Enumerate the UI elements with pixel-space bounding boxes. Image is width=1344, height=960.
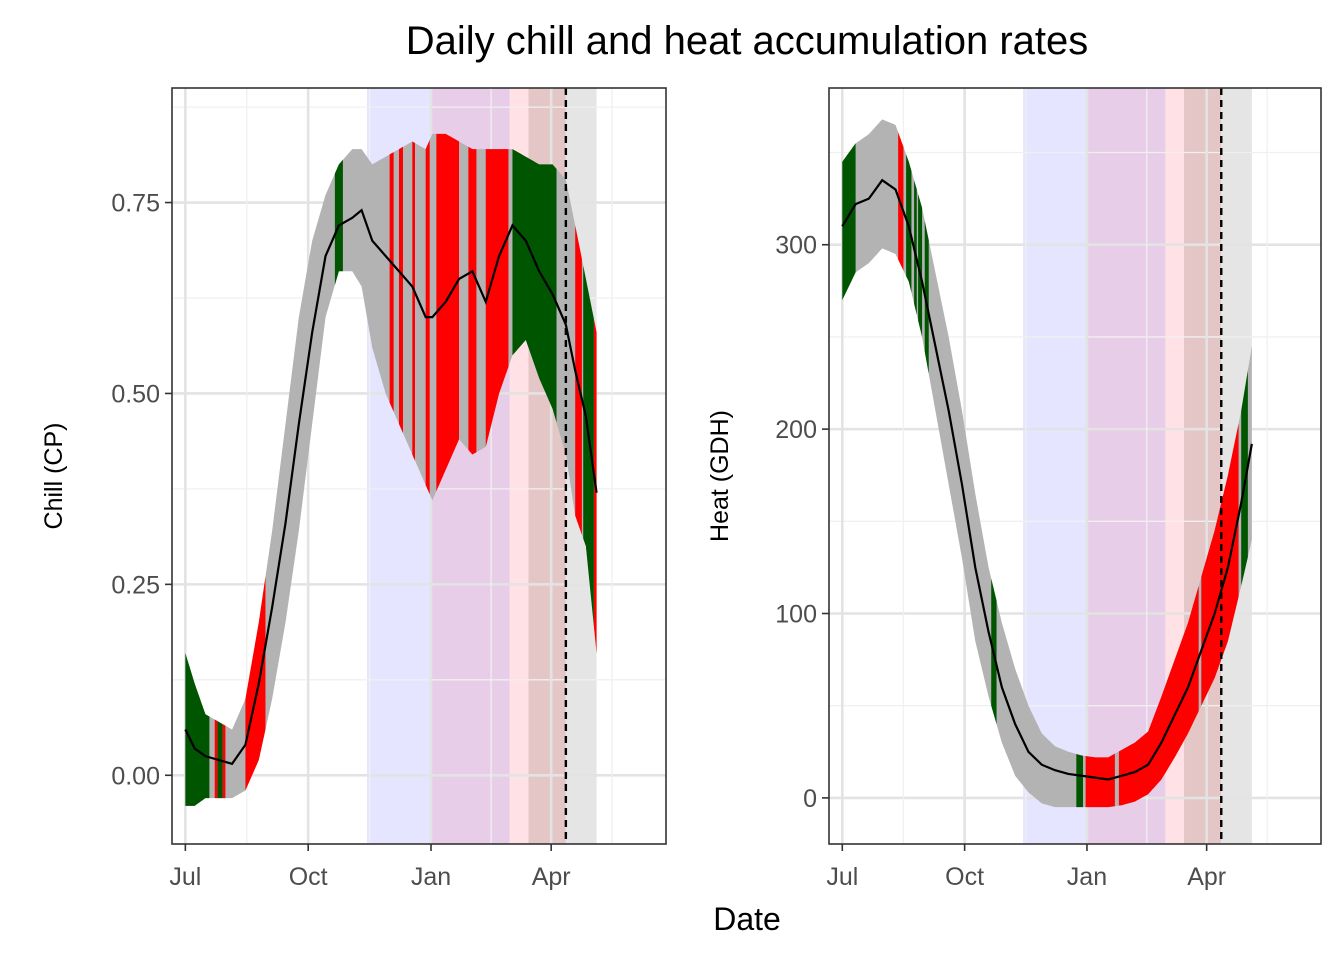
- favourable-segment: [185, 653, 210, 806]
- y-tick-label: 0.50: [111, 380, 160, 408]
- panel-border: [171, 87, 667, 845]
- x-tick-label: Apr: [1187, 863, 1226, 891]
- unfavourable-segment: [485, 149, 509, 447]
- y-axis-title: Heat (GDH): [706, 410, 734, 542]
- favourable-segment: [914, 180, 917, 315]
- panel-border: [828, 87, 1322, 845]
- y-tick-label: 0: [803, 785, 817, 813]
- mean-line: [841, 178, 1253, 781]
- x-tick-label: Jan: [1067, 863, 1107, 891]
- y-tick-label: 200: [775, 416, 817, 444]
- ribbon-range: [842, 119, 1252, 808]
- y-tick-label: 0.00: [111, 762, 160, 790]
- favourable-segment: [512, 149, 557, 423]
- unfavourable-segment: [1201, 423, 1239, 706]
- y-tick-label: 300: [775, 232, 817, 260]
- x-tick-label: Jan: [411, 863, 451, 891]
- chart-title: Daily chill and heat accumulation rates: [406, 19, 1089, 63]
- y-tick-label: 0.25: [111, 571, 160, 599]
- y-tick-label: 0.75: [111, 190, 160, 218]
- shaded-period-3: [1184, 88, 1222, 844]
- unfavourable-segment: [468, 146, 477, 455]
- mean-line: [184, 208, 598, 766]
- x-axis-title: Date: [713, 901, 781, 937]
- x-tick-label: Jul: [826, 863, 858, 891]
- shaded-period-1: [1086, 88, 1166, 844]
- x-tick-label: Oct: [289, 863, 328, 891]
- unfavourable-segment: [1118, 585, 1199, 806]
- x-tick-label: Oct: [945, 863, 984, 891]
- y-axis-title: Chill (CP): [40, 423, 68, 530]
- unfavourable-segment: [1085, 753, 1115, 808]
- favourable-segment: [583, 265, 594, 627]
- unfavourable-segment: [245, 576, 266, 791]
- heat-panel: 0 100 200 300 Jul Oct Jan Apr Heat (GDH): [706, 87, 1322, 891]
- y-tick-label: 100: [775, 601, 817, 629]
- unfavourable-segment: [389, 152, 394, 412]
- x-tick-label: Apr: [532, 863, 571, 891]
- favourable-segment: [334, 159, 343, 286]
- plot-area: [172, 88, 666, 844]
- x-tick-label: Jul: [169, 863, 201, 891]
- unfavourable-segment: [436, 133, 460, 492]
- favourable-segment: [924, 220, 929, 374]
- unfavourable-segment: [398, 146, 403, 434]
- unfavourable-segment: [412, 141, 415, 461]
- favourable-segment: [1241, 370, 1248, 586]
- favourable-segment: [1076, 754, 1083, 808]
- plot-area: [829, 88, 1321, 844]
- favourable-segment: [842, 143, 856, 301]
- favourable-segment: [918, 194, 923, 337]
- chill-panel: 0.00 0.25 0.50 0.75 Jul Oct Jan Apr Chill (CP): [40, 87, 667, 891]
